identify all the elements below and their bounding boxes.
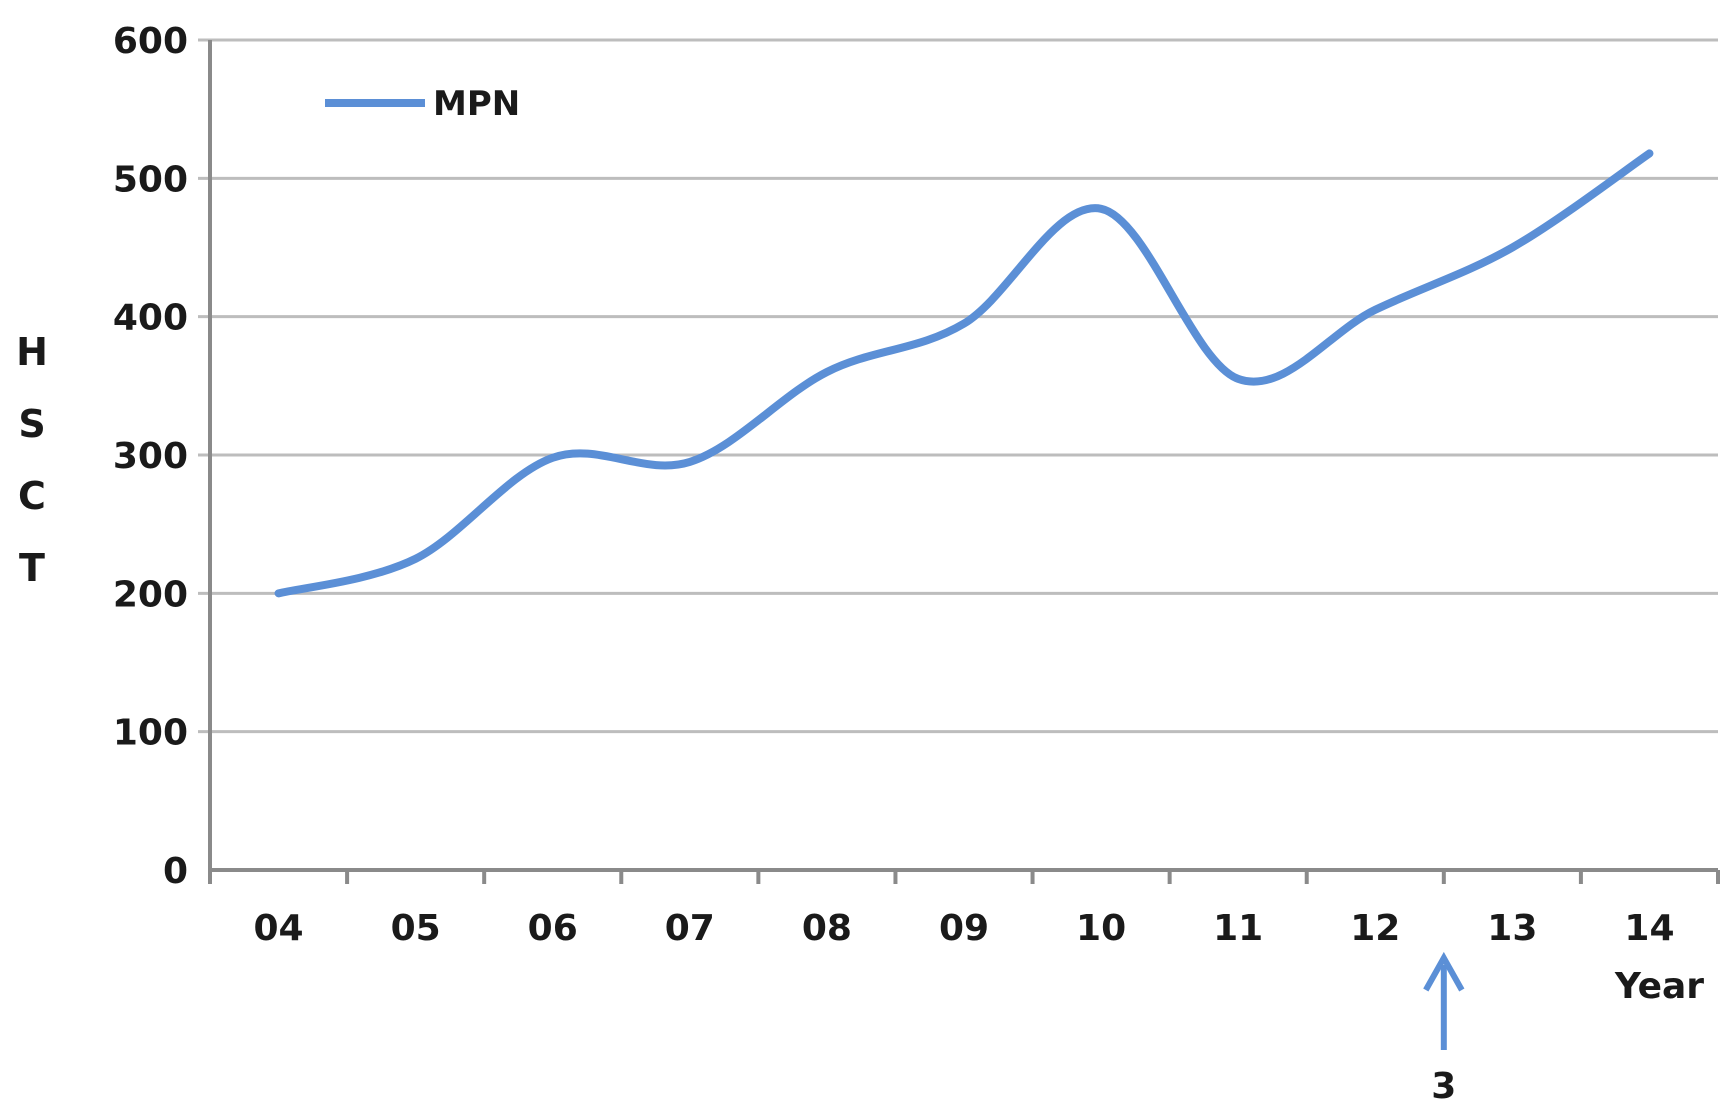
annotation-label: 3 — [1431, 1066, 1456, 1107]
x-tick-label: 11 — [1213, 908, 1263, 949]
y-tick-label: 200 — [113, 574, 188, 615]
x-tick-label: 10 — [1076, 908, 1126, 949]
y-axis-label-letter: S — [18, 402, 45, 446]
series-line-mpn — [274, 149, 1654, 598]
x-tick-label: 08 — [802, 908, 852, 949]
grid-lines — [198, 38, 1718, 734]
x-tick-label: 14 — [1624, 908, 1674, 949]
x-tick-label: 13 — [1487, 908, 1537, 949]
y-tick-label: 0 — [163, 851, 188, 892]
y-tick-label: 100 — [113, 713, 188, 754]
x-tick-label: 05 — [391, 908, 441, 949]
x-tick-label: 04 — [253, 908, 303, 949]
x-tick-label: 12 — [1350, 908, 1400, 949]
x-tick-label: 06 — [528, 908, 578, 949]
y-tick-label: 600 — [113, 21, 188, 62]
annotation: 3 — [1423, 951, 1465, 1107]
y-tick-label: 500 — [113, 159, 188, 200]
series-group — [274, 149, 1654, 598]
y-axis-label-letter: T — [19, 546, 45, 590]
y-tick-label: 300 — [113, 436, 188, 477]
x-tick-label: 09 — [939, 908, 989, 949]
x-tick-label: 07 — [665, 908, 715, 949]
up-arrow-icon — [1423, 951, 1465, 992]
y-tick-label: 400 — [113, 298, 188, 339]
x-axis-label: Year — [1614, 966, 1704, 1007]
legend: MPN — [325, 84, 520, 124]
y-axis-label-letter: C — [18, 474, 46, 518]
legend-label: MPN — [433, 84, 520, 124]
y-axis-ticks: 0 100 200 300 400 500 600 — [113, 21, 188, 892]
y-axis-label-letter: H — [16, 330, 48, 374]
x-axis-ticks: 04 05 06 07 08 09 10 11 12 13 14 — [208, 870, 1720, 949]
